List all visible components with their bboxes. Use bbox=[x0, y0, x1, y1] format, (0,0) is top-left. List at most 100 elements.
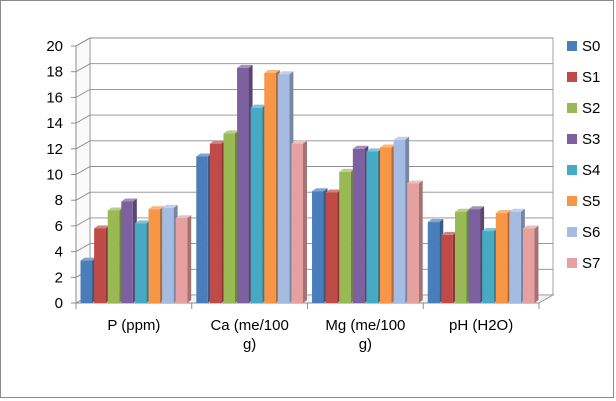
bar bbox=[80, 260, 93, 303]
bar bbox=[441, 234, 453, 303]
bar bbox=[175, 218, 188, 303]
bar bbox=[427, 222, 440, 303]
bar-top bbox=[107, 207, 124, 211]
bar bbox=[339, 171, 351, 303]
bar bbox=[223, 133, 235, 303]
bar bbox=[291, 143, 303, 303]
bar bbox=[509, 211, 521, 303]
legend-label: S1 bbox=[582, 69, 600, 86]
legend-swatch bbox=[567, 134, 577, 144]
bar bbox=[121, 201, 133, 303]
x-category-label: P (ppm) bbox=[107, 317, 160, 334]
legend-label: S5 bbox=[582, 193, 600, 210]
bar-top bbox=[175, 215, 192, 219]
bar-top bbox=[237, 64, 253, 68]
bar-top bbox=[454, 208, 471, 212]
y-tick-label: 10 bbox=[46, 167, 63, 184]
bar bbox=[393, 139, 406, 303]
legend-swatch bbox=[567, 165, 577, 175]
bar-top bbox=[312, 188, 328, 192]
bar bbox=[407, 183, 419, 303]
bar bbox=[522, 228, 535, 303]
bar-side bbox=[418, 180, 423, 303]
bar bbox=[107, 210, 120, 303]
y-tick-label: 0 bbox=[55, 295, 63, 312]
legend-label: S3 bbox=[582, 131, 600, 148]
bar-side bbox=[534, 225, 539, 303]
bar bbox=[237, 67, 249, 303]
bar-top bbox=[162, 204, 178, 208]
x-category-label: pH (H2O) bbox=[449, 317, 513, 334]
bar-top bbox=[495, 210, 512, 214]
bar-top bbox=[509, 208, 525, 212]
x-category-label: g) bbox=[243, 336, 256, 353]
bar-top bbox=[407, 180, 423, 184]
bar-top bbox=[482, 228, 498, 232]
gridline bbox=[75, 63, 553, 73]
gridline bbox=[75, 37, 553, 47]
bar-top bbox=[352, 145, 369, 149]
bar-top bbox=[196, 153, 212, 157]
bar bbox=[250, 107, 263, 304]
bar-top bbox=[441, 231, 457, 235]
y-tick-label: 14 bbox=[46, 115, 63, 132]
x-category-label: g) bbox=[359, 336, 372, 353]
y-tick-label: 6 bbox=[55, 218, 63, 235]
bar-top bbox=[121, 198, 137, 202]
gridline bbox=[75, 88, 553, 98]
y-tick-label: 8 bbox=[55, 192, 63, 209]
bar bbox=[352, 148, 365, 303]
gridline bbox=[75, 114, 553, 124]
x-category-label: Ca (me/100 bbox=[210, 317, 288, 334]
bar-top bbox=[339, 168, 355, 172]
bar bbox=[454, 211, 467, 303]
bar-top bbox=[80, 257, 97, 261]
legend-swatch bbox=[567, 72, 577, 82]
legend-swatch bbox=[567, 41, 577, 51]
bar-top bbox=[393, 136, 410, 140]
bar-top bbox=[264, 69, 280, 73]
y-tick-label: 2 bbox=[55, 269, 63, 286]
legend-swatch bbox=[567, 227, 577, 237]
y-tick-label: 4 bbox=[55, 244, 63, 261]
y-tick-label: 16 bbox=[46, 89, 63, 106]
y-tick-label: 20 bbox=[46, 38, 63, 55]
bar-side bbox=[302, 140, 307, 303]
bar bbox=[162, 207, 174, 303]
bar-top bbox=[134, 220, 151, 224]
bar-top bbox=[366, 148, 382, 152]
bar bbox=[380, 147, 392, 303]
legend-label: S4 bbox=[582, 162, 600, 179]
bar bbox=[482, 231, 494, 303]
legend-swatch bbox=[567, 258, 577, 268]
legend-label: S2 bbox=[582, 100, 600, 117]
bar-top bbox=[148, 206, 165, 210]
y-tick-label: 12 bbox=[46, 141, 63, 158]
bar-top bbox=[223, 130, 239, 134]
bar bbox=[148, 209, 161, 303]
x-category-label: Mg (me/100 bbox=[325, 317, 405, 334]
bar bbox=[366, 151, 378, 303]
bar-top bbox=[250, 104, 267, 108]
bar bbox=[495, 213, 508, 303]
bar-top bbox=[277, 71, 294, 75]
bar bbox=[94, 228, 106, 303]
bar-top bbox=[209, 140, 226, 144]
bar-side bbox=[187, 215, 192, 303]
legend-label: S7 bbox=[582, 255, 600, 272]
bar bbox=[209, 143, 222, 303]
bar-top bbox=[291, 140, 307, 144]
legend-swatch bbox=[567, 196, 577, 206]
bar-top bbox=[94, 225, 110, 229]
bar-top bbox=[468, 206, 485, 210]
bar bbox=[277, 74, 290, 304]
bar-top bbox=[380, 144, 396, 148]
bar bbox=[196, 156, 208, 303]
bar bbox=[264, 72, 276, 303]
bar bbox=[134, 223, 147, 303]
bar-top bbox=[522, 225, 539, 229]
y-tick-label: 18 bbox=[46, 64, 63, 81]
bar-top bbox=[427, 219, 444, 223]
